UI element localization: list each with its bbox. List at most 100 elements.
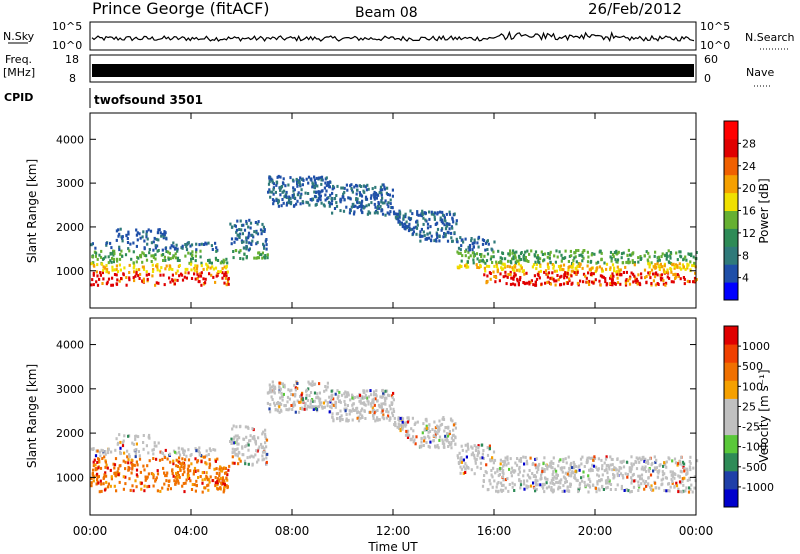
data-cell [335, 201, 338, 205]
data-cell [328, 395, 331, 399]
data-cell [389, 202, 392, 206]
data-cell [150, 254, 153, 258]
data-cell [344, 403, 347, 407]
data-cell [625, 270, 628, 274]
data-cell [185, 478, 188, 482]
data-cell [116, 278, 119, 282]
data-cell [602, 488, 605, 491]
data-cell [139, 481, 142, 485]
data-cell [495, 276, 498, 279]
data-cell [230, 225, 234, 229]
data-cell [349, 409, 353, 413]
data-cell [270, 395, 273, 399]
data-cell [131, 484, 134, 488]
data-cell [500, 467, 503, 471]
data-cell [234, 434, 237, 438]
data-cell [544, 477, 547, 481]
data-cell [94, 468, 97, 472]
data-cell [134, 479, 137, 483]
data-cell [115, 489, 118, 493]
data-cell [416, 210, 419, 214]
data-cell [468, 248, 471, 252]
data-cell [401, 427, 404, 431]
data-cell [428, 423, 431, 427]
data-cell [319, 403, 322, 407]
data-cell [631, 464, 634, 468]
data-cell [464, 471, 467, 474]
data-cell [669, 267, 672, 270]
data-cell [196, 459, 200, 463]
data-cell [583, 249, 586, 252]
data-cell [673, 457, 677, 461]
data-cell [138, 232, 141, 236]
data-cell [550, 486, 553, 489]
data-cell [269, 195, 272, 199]
data-cell [199, 249, 202, 253]
data-cell [464, 443, 467, 447]
data-cell [557, 278, 560, 282]
data-cell [580, 476, 583, 480]
data-cell [474, 449, 478, 452]
data-cell [460, 460, 464, 464]
data-cell [594, 278, 597, 282]
data-cell [187, 464, 191, 468]
data-cell [186, 475, 189, 479]
data-cell [569, 482, 572, 486]
data-cell [202, 267, 205, 271]
data-cell [685, 467, 688, 471]
data-cell [143, 484, 146, 488]
data-cell [152, 452, 155, 456]
data-cell [103, 488, 107, 492]
data-cell [509, 282, 513, 286]
data-cell [91, 472, 94, 476]
data-cell [283, 195, 286, 199]
data-cell [183, 275, 186, 279]
data-cell [335, 194, 338, 197]
data-cell [629, 253, 632, 257]
data-cell [390, 403, 393, 406]
data-cell [179, 468, 182, 472]
data-cell [497, 249, 500, 253]
data-cell [483, 266, 486, 270]
data-cell [576, 265, 579, 268]
data-cell [419, 445, 423, 449]
data-cell [501, 460, 504, 464]
data-cell [349, 184, 352, 188]
data-cell [599, 249, 602, 253]
data-cell [469, 254, 472, 258]
data-cell [356, 416, 359, 420]
data-cell [433, 215, 436, 219]
data-cell [592, 281, 595, 285]
data-cell [565, 461, 568, 465]
data-cell [665, 281, 668, 285]
data-cell [91, 242, 94, 246]
data-cell [640, 256, 643, 260]
nsky-strip-frame [89, 21, 697, 51]
data-cell [187, 251, 190, 255]
data-cell [293, 403, 297, 407]
data-cell [295, 177, 298, 181]
data-cell [586, 260, 590, 264]
data-cell [95, 482, 98, 486]
data-cell [148, 484, 151, 488]
data-cell [539, 257, 542, 261]
data-cell [126, 237, 129, 240]
data-cell [693, 261, 696, 265]
data-cell [444, 232, 447, 236]
data-cell [644, 480, 648, 483]
data-cell [345, 183, 348, 187]
data-cell [616, 458, 619, 461]
data-cell [161, 248, 164, 252]
data-cell [656, 470, 659, 474]
data-cell [626, 472, 630, 476]
data-cell [233, 240, 236, 244]
data-cell [695, 251, 698, 254]
data-cell [245, 219, 248, 223]
data-cell [523, 281, 526, 285]
data-cell [245, 245, 248, 249]
nave-tick-top: 60 [704, 53, 718, 66]
data-cell [461, 459, 464, 463]
data-cell [277, 198, 280, 202]
data-cell [183, 453, 186, 456]
data-cell [91, 448, 95, 451]
